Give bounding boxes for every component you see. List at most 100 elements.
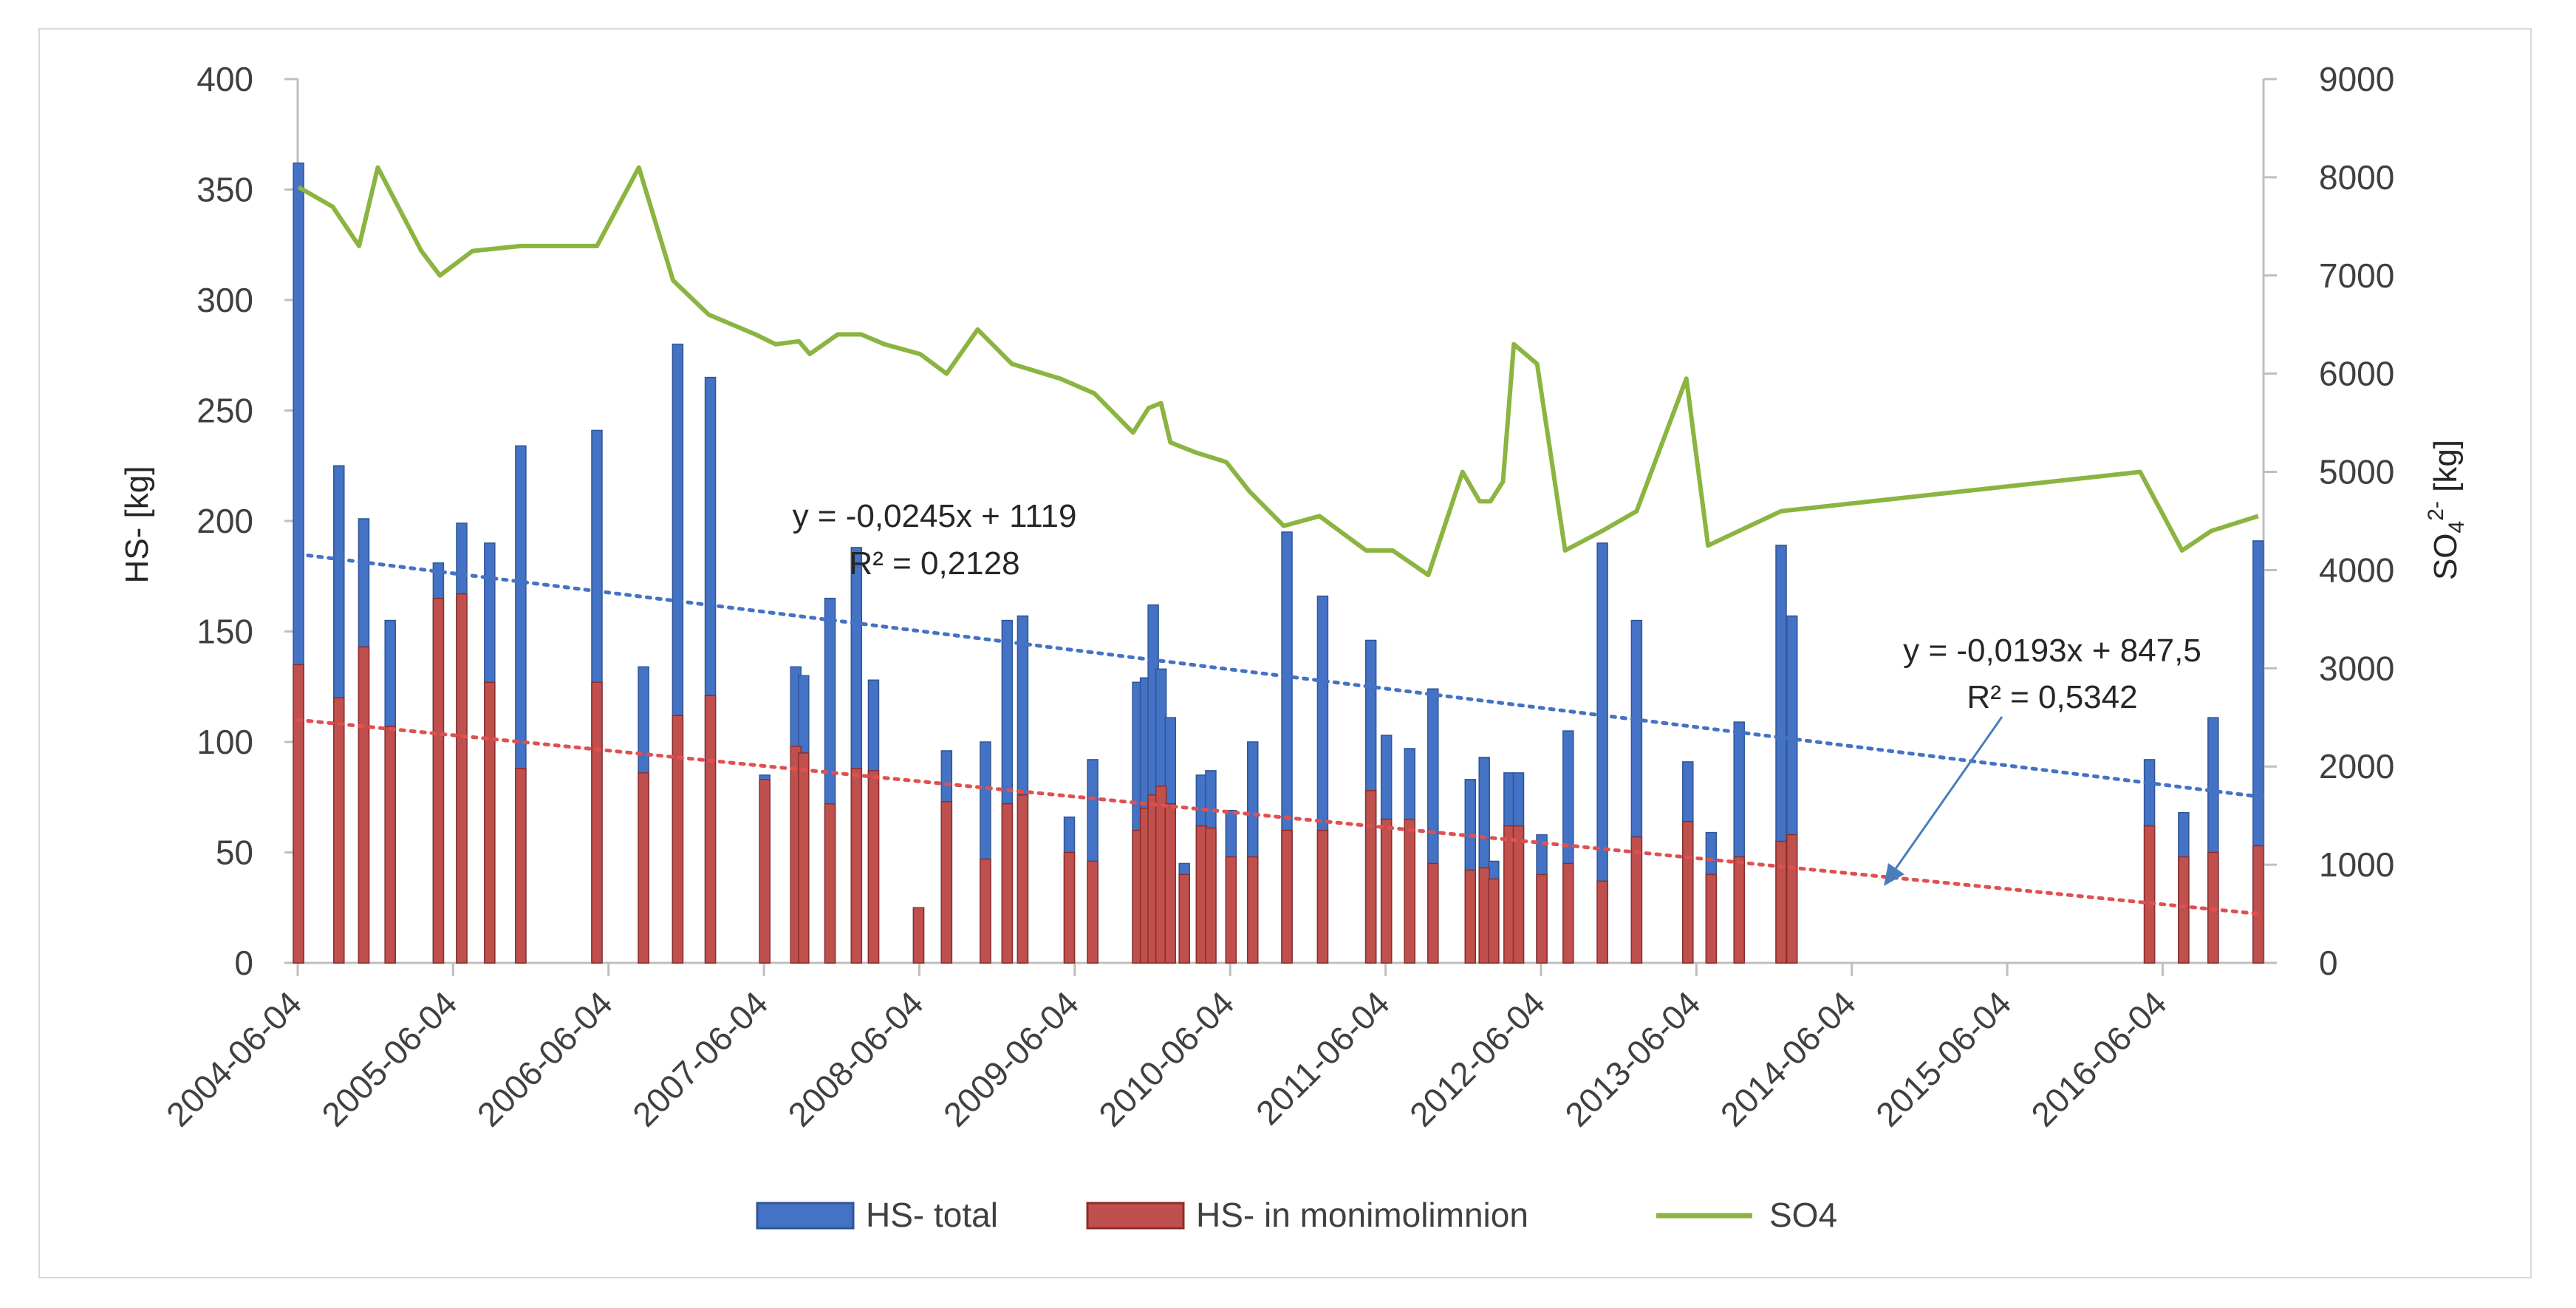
hs-monimolimnion-bar (1017, 794, 1029, 964)
right-tick-label: 4000 (2319, 551, 2394, 589)
hs-monimolimnion-bar (1786, 834, 1798, 964)
hs-monimolimnion-bar (1464, 869, 1477, 964)
left-axis-title: HS- [kg] (119, 466, 155, 584)
hs-monimolimnion-bar (384, 726, 396, 964)
hs-monimolimnion-bar (1536, 873, 1548, 964)
right-axis-title-sup: 2- (2424, 501, 2448, 521)
right-tick-label: 1000 (2319, 845, 2394, 884)
hs-monimolimnion-bar (850, 768, 863, 964)
so4-line (297, 165, 2259, 578)
hs-monimolimnion-bar (2143, 825, 2156, 964)
x-tick-label: 2009-06-04 (936, 984, 1086, 1134)
hs-monimolimnion-bar (333, 697, 345, 964)
trend-moni-annotation-arrow (1888, 716, 2003, 878)
right-axis-title: SO42- [kg] (2424, 440, 2469, 580)
hs-monimolimnion-bar (1281, 829, 1293, 964)
hs-monimolimnion-bar (1225, 856, 1237, 964)
x-tick-label: 2014-06-04 (1713, 984, 1863, 1134)
hs-monimolimnion-bar (638, 772, 649, 964)
hs-monimolimnion-bar (980, 858, 991, 964)
hs-monimolimnion-bar (2178, 856, 2190, 964)
trend-line-total (295, 552, 2266, 800)
x-tick-label: 2007-06-04 (625, 984, 775, 1134)
right-axis-title-unit: [kg] (2428, 440, 2464, 501)
x-tick-label: 2010-06-04 (1091, 984, 1241, 1134)
hs-monimolimnion-bar (1733, 856, 1745, 964)
x-tick-label: 2008-06-04 (780, 984, 930, 1134)
x-tick-label: 2005-06-04 (314, 984, 464, 1134)
left-tick-label: 400 (197, 60, 253, 98)
hs-monimolimnion-bar (759, 779, 771, 964)
x-axis-ticks: 2004-06-04 2005-06-04 2006-06-04 2007-06-04… (159, 963, 2174, 1134)
hs-total-series (293, 162, 2264, 964)
trend-line-monimolimnion (295, 718, 2266, 916)
hs-monimolimnion-bar (940, 800, 953, 964)
hs-monimolimnion-bar (1596, 880, 1608, 964)
hs-monimolimnion-bar (1775, 840, 1787, 964)
legend-swatch-monimolimnion (1086, 1202, 1185, 1230)
hs-monimolimnion-bar (1682, 820, 1694, 964)
trend-total-r2: R² = 0,2128 (849, 545, 1019, 582)
hs-monimolimnion-bar (1705, 873, 1718, 964)
x-tick-label: 2013-06-04 (1557, 984, 1707, 1134)
right-tick-label: 9000 (2319, 60, 2394, 98)
left-tick-label: 50 (216, 834, 253, 872)
x-tick-label: 2012-06-04 (1402, 984, 1552, 1134)
left-tick-label: 200 (197, 502, 253, 540)
hs-monimolimnion-bar (591, 681, 603, 964)
right-tick-label: 3000 (2319, 649, 2394, 687)
hs-monimolimnion-bar (867, 770, 880, 964)
x-tick-label: 2004-06-04 (159, 984, 309, 1134)
hs-monimolimnion-bar (1178, 873, 1190, 964)
hs-monimolimnion-bar (1404, 818, 1415, 964)
right-tick-label: 5000 (2319, 453, 2394, 491)
hs-monimolimnion-bar (432, 597, 445, 964)
hs-monimolimnion-bar (672, 715, 684, 964)
legend-label-monimolimnion: HS- in monimolimnion (1196, 1196, 1528, 1234)
hs-monimolimnion-bar (1630, 836, 1643, 964)
so4-series (297, 165, 2259, 578)
trend-moni-arrowhead (1884, 863, 1904, 886)
hs-monimolimnion-bar (1562, 862, 1574, 964)
right-tick-label: 8000 (2319, 158, 2394, 197)
right-tick-label: 0 (2319, 944, 2338, 982)
left-tick-label: 100 (197, 723, 253, 761)
left-tick-label: 150 (197, 613, 253, 651)
hs-monimolimnion-bar (484, 681, 496, 964)
x-tick-label: 2011-06-04 (1248, 984, 1397, 1132)
right-axis-title-main: SO (2428, 533, 2464, 580)
hs-monimolimnion-bar (1063, 851, 1076, 964)
right-tick-label: 2000 (2319, 747, 2394, 786)
legend-label-total: HS- total (866, 1196, 998, 1234)
left-tick-label: 0 (234, 944, 253, 982)
hs-monimolimnion-bar (824, 803, 836, 964)
hs-monimolimnion-bar (2252, 845, 2264, 964)
trend-moni-equation: y = -0,0193x + 847,5 (1903, 633, 2201, 669)
hs-monimolimnion-bar (1247, 856, 1259, 964)
hs-monimolimnion-bar (515, 768, 527, 964)
right-axis-title-sub: 4 (2445, 521, 2469, 534)
hs-monimolimnion-bar (1316, 829, 1329, 964)
hs-monimolimnion-bar (1427, 862, 1439, 964)
hs-monimolimnion-bar (798, 752, 810, 964)
legend-label-so4: SO4 (1769, 1196, 1837, 1234)
x-tick-label: 2006-06-04 (470, 984, 620, 1134)
legend: HS- total HS- in monimolimnion SO4 (756, 1196, 1837, 1234)
right-tick-label: 7000 (2319, 256, 2394, 295)
hs-monimolimnion-bar (1512, 825, 1525, 964)
hs-monimolimnion-bar (1087, 860, 1099, 964)
left-tick-label: 300 (197, 281, 253, 319)
hs-monimolimnion-bar (358, 646, 370, 964)
hs-monimolimnion-series (293, 593, 2264, 964)
trend-moni-r2: R² = 0,5342 (1967, 679, 2137, 715)
x-tick-label: 2016-06-04 (2023, 984, 2173, 1134)
hs-monimolimnion-bar (456, 593, 468, 964)
x-tick-label: 2015-06-04 (1868, 984, 2018, 1134)
hs-monimolimnion-bar (1001, 803, 1014, 964)
hs-monimolimnion-bar (1164, 803, 1177, 964)
trend-lines (295, 552, 2266, 916)
hs-monimolimnion-bar (1488, 878, 1500, 964)
legend-swatch-total (756, 1202, 855, 1230)
left-axis-ticks: 0 50 100 150 200 250 300 350 400 (197, 60, 298, 982)
